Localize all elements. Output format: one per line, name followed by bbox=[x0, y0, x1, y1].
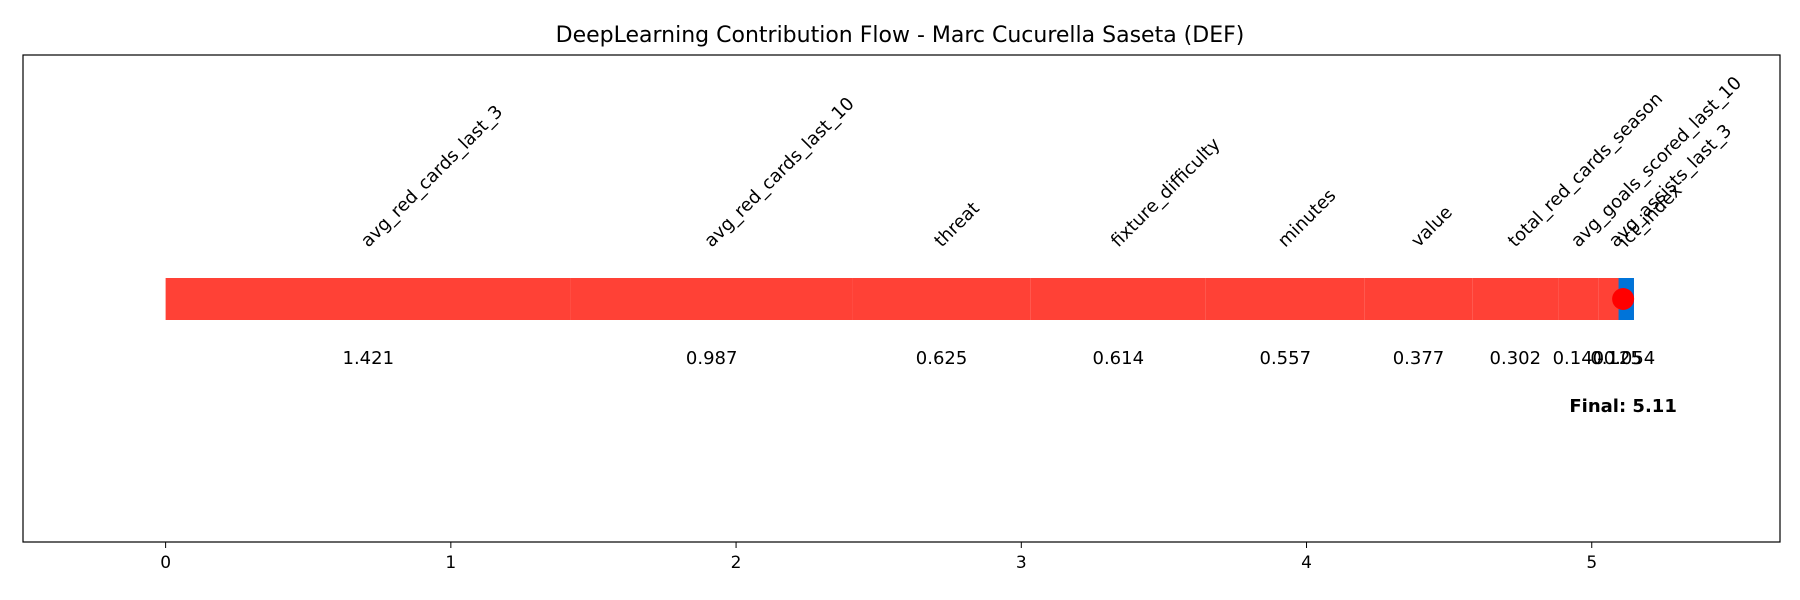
contribution-bar bbox=[1030, 278, 1206, 320]
x-tick-label: 2 bbox=[731, 553, 742, 573]
contribution-bar bbox=[1205, 278, 1365, 320]
x-tick-label: 5 bbox=[1586, 553, 1597, 573]
final-marker bbox=[1612, 288, 1635, 310]
value-label: 0.614 bbox=[1093, 348, 1145, 369]
plot-frame bbox=[22, 54, 1781, 543]
contribution-bar bbox=[1558, 278, 1599, 320]
feature-label: minutes bbox=[1274, 185, 1340, 251]
value-label: 0.140 bbox=[1553, 348, 1605, 369]
value-label: 0.377 bbox=[1393, 348, 1445, 369]
value-labels: 1.421 0.987 0.625 0.614 0.557 0.377 0.302 0.140… bbox=[343, 348, 1656, 369]
feature-label: threat bbox=[930, 198, 983, 251]
x-axis: 0 1 2 3 4 5 bbox=[160, 542, 1597, 573]
contribution-bar bbox=[852, 278, 1031, 320]
feature-label: value bbox=[1407, 202, 1457, 252]
value-label: 0.125 bbox=[1590, 348, 1642, 369]
value-label: 0.987 bbox=[686, 348, 738, 369]
value-label: 0.557 bbox=[1260, 348, 1312, 369]
x-tick-label: 0 bbox=[160, 553, 171, 573]
feature-labels: avg_red_cards_last_3 avg_red_cards_last_1… bbox=[357, 73, 1746, 252]
value-label: -0.054 bbox=[1597, 348, 1655, 369]
chart-title: DeepLearning Contribution Flow - Marc Cu… bbox=[556, 23, 1245, 48]
value-label: 1.421 bbox=[343, 348, 395, 369]
x-tick-label: 1 bbox=[445, 553, 456, 573]
final-label: Final: 5.11 bbox=[1569, 396, 1676, 417]
contribution-bar bbox=[570, 278, 853, 320]
feature-label: avg_red_cards_last_10 bbox=[700, 93, 858, 251]
contribution-bar bbox=[1472, 278, 1559, 320]
feature-label: avg_red_cards_last_3 bbox=[357, 101, 507, 251]
contribution-bars bbox=[165, 278, 1634, 320]
x-tick-label: 3 bbox=[1016, 553, 1027, 573]
value-label: 0.302 bbox=[1490, 348, 1542, 369]
feature-label: fixture_difficulty bbox=[1107, 134, 1225, 252]
contribution-bar bbox=[165, 278, 571, 320]
value-label: 0.625 bbox=[916, 348, 968, 369]
contribution-bar bbox=[1364, 278, 1473, 320]
x-tick-label: 4 bbox=[1301, 553, 1312, 573]
